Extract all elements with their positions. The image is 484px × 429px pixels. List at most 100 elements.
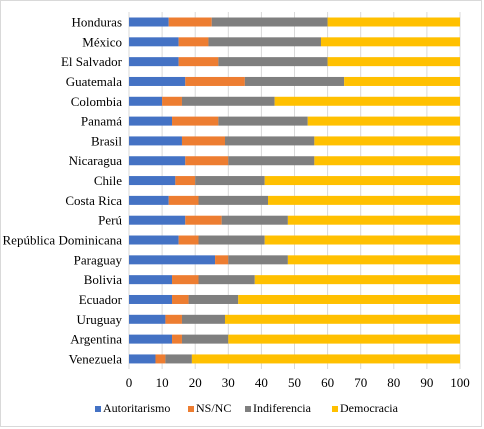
bar-indiferencia-8 [195,176,265,186]
bar-indiferencia-3 [244,76,345,86]
x-tick-label-90: 90 [420,375,433,390]
bar-autoritarismo-13 [129,275,173,285]
bar-democracia-5 [307,116,460,126]
legend-swatch-2 [245,406,251,412]
x-tick-label-80: 80 [387,375,400,390]
bar-democracia-15 [224,314,460,324]
bar-democracia-9 [268,195,460,205]
bar-autoritarismo-16 [129,334,173,344]
category-label-2: El Salvador [61,54,123,69]
category-label-7: Nicaragua [69,153,123,168]
bar-indiferencia-17 [165,354,192,364]
bar-indiferencia-2 [218,57,328,67]
bar-autoritarismo-9 [129,195,169,205]
grid-lines [128,12,461,369]
bar-ns-nc-8 [175,176,196,186]
x-tick-label-50: 50 [288,375,301,390]
bar-democracia-3 [344,76,460,86]
category-label-5: Panamá [81,114,122,129]
bar-autoritarismo-5 [129,116,173,126]
bar-democracia-6 [314,136,460,146]
legend: Autoritarismo NS/NC Indiferencia Democracia [95,401,399,415]
bar-democracia-1 [320,37,460,47]
x-tick-label-70: 70 [354,375,367,390]
category-label-16: Argentina [70,332,122,347]
bar-ns-nc-10 [185,215,222,225]
bar-indiferencia-12 [228,255,288,265]
bar-autoritarismo-3 [129,76,186,86]
bar-autoritarismo-10 [129,215,186,225]
bars [129,17,460,364]
bar-ns-nc-3 [185,76,245,86]
category-label-15: Uruguay [77,312,123,327]
x-tick-label-30: 30 [222,375,235,390]
bar-ns-nc-12 [215,255,229,265]
x-tick-label-60: 60 [321,375,334,390]
bar-democracia-8 [264,176,460,186]
bar-autoritarismo-17 [129,354,156,364]
bar-ns-nc-7 [185,156,229,166]
bar-democracia-7 [314,156,460,166]
bar-democracia-12 [287,255,460,265]
legend-label-1: NS/NC [196,401,231,415]
category-label-8: Chile [94,173,122,188]
bar-democracia-13 [254,275,460,285]
bar-ns-nc-15 [165,314,182,324]
x-tick-label-0: 0 [126,375,133,390]
x-tick-labels: 0 10 20 30 40 50 60 70 80 90 100 [126,375,470,390]
x-tick-label-100: 100 [450,375,470,390]
bar-ns-nc-0 [168,17,212,27]
category-labels: Honduras México El Salvador Guatemala Colomb… [3,15,123,367]
legend-swatch-1 [188,406,194,412]
bar-democracia-0 [327,17,460,27]
bar-democracia-2 [327,57,460,67]
bar-autoritarismo-2 [129,57,179,67]
bar-autoritarismo-12 [129,255,216,265]
legend-label-0: Autoritarismo [103,401,170,415]
category-label-14: Ecuador [79,292,123,307]
bar-indiferencia-4 [181,96,275,106]
bar-autoritarismo-15 [129,314,166,324]
bar-autoritarismo-14 [129,294,173,304]
bar-ns-nc-17 [155,354,166,364]
bar-autoritarismo-1 [129,37,179,47]
bar-democracia-11 [264,235,460,245]
bar-ns-nc-5 [172,116,219,126]
bar-democracia-17 [191,354,460,364]
bar-indiferencia-13 [198,275,255,285]
legend-swatch-3 [332,406,338,412]
bar-democracia-16 [228,334,460,344]
category-label-10: Perú [98,213,122,228]
bar-ns-nc-9 [168,195,199,205]
bar-ns-nc-16 [172,334,182,344]
x-tick-label-20: 20 [189,375,202,390]
category-label-9: Costa Rica [65,193,122,208]
bar-indiferencia-15 [181,314,225,324]
bar-democracia-14 [238,294,460,304]
bar-indiferencia-10 [221,215,288,225]
category-label-1: México [82,34,122,49]
category-label-0: Honduras [71,15,122,30]
bar-ns-nc-13 [172,275,199,285]
category-label-4: Colombia [71,94,123,109]
x-tick-label-10: 10 [156,375,169,390]
bar-autoritarismo-7 [129,156,186,166]
category-label-13: Bolivia [84,272,123,287]
bar-indiferencia-6 [224,136,315,146]
bar-autoritarismo-11 [129,235,179,245]
legend-swatch-0 [95,406,101,412]
bar-indiferencia-7 [228,156,315,166]
x-tick-label-40: 40 [255,375,268,390]
bar-ns-nc-4 [162,96,182,106]
category-label-17: Venezuela [69,351,123,366]
bar-autoritarismo-8 [129,176,176,186]
bar-indiferencia-5 [218,116,308,126]
bar-ns-nc-1 [178,37,209,47]
bar-autoritarismo-0 [129,17,169,27]
bar-indiferencia-16 [181,334,229,344]
bar-ns-nc-2 [178,57,219,67]
category-label-12: Paraguay [74,252,123,267]
bar-democracia-4 [274,96,460,106]
legend-label-3: Democracia [340,401,399,415]
bar-indiferencia-9 [198,195,269,205]
